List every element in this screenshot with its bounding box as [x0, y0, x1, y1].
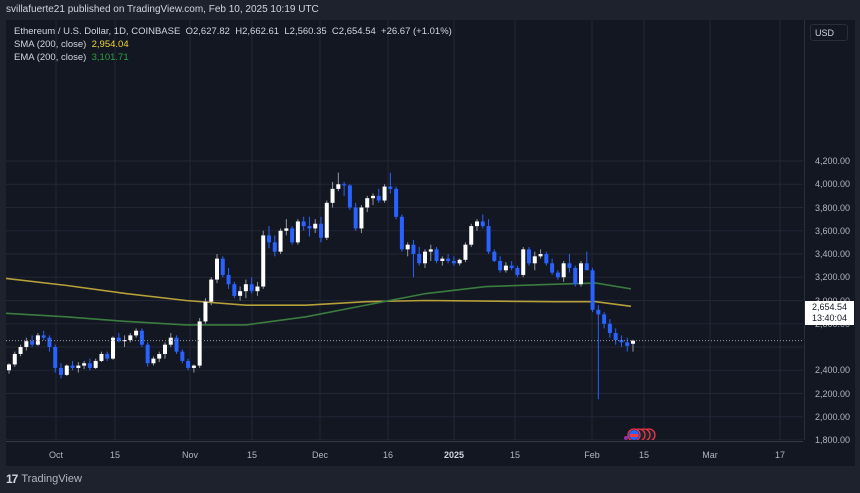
price-change: +26.67 (+1.01%)	[381, 26, 452, 37]
time-tick-label: 2025	[443, 450, 465, 460]
sma-label: SMA (200, close)	[14, 39, 87, 50]
time-tick-label: 15	[509, 450, 521, 460]
price-tick-label: 3,400.00	[814, 249, 850, 259]
ohlc-low: L2,560.35	[284, 26, 327, 37]
ohlc-high: H2,662.61	[235, 26, 280, 37]
time-tick-label: 16	[382, 450, 394, 460]
time-axis[interactable]: Oct 15 Nov 15 Dec 16 2025 15 Feb 15 Mar 17	[6, 441, 803, 467]
price-tick-label: 3,200.00	[814, 272, 850, 283]
chart-plot-area[interactable]: Ethereum / U.S. Dollar, 1D, COINBASE O2,…	[6, 20, 803, 440]
time-tick-label: 15	[109, 450, 121, 460]
price-tick-label: 3,800.00	[814, 202, 850, 213]
candlestick-chart	[6, 20, 803, 440]
tradingview-logo-icon: 17	[6, 472, 18, 486]
last-price-label: 2,654.54 13:40:04	[805, 301, 854, 325]
publish-info: svillafuerte21 published on TradingView.…	[6, 4, 319, 15]
currency-button[interactable]: USD	[810, 24, 848, 41]
time-tick-label: Nov	[181, 450, 199, 460]
time-tick-label: Dec	[311, 450, 329, 460]
price-tick-label: 2,200.00	[814, 388, 850, 399]
ema-value: 3,101.71	[91, 52, 129, 63]
price-tick-label: 2,400.00	[814, 365, 850, 376]
price-tick-label: 3,600.00	[814, 225, 850, 236]
time-tick-label: Oct	[48, 450, 64, 460]
sma-legend-row[interactable]: SMA (200, close) 2,954.04	[14, 38, 452, 51]
symbol-row: Ethereum / U.S. Dollar, 1D, COINBASE O2,…	[14, 25, 452, 38]
time-tick-label: Feb	[584, 450, 600, 460]
symbol-name[interactable]: Ethereum / U.S. Dollar, 1D, COINBASE	[14, 26, 181, 37]
price-tick-label: 2,000.00	[814, 411, 850, 422]
time-tick-label: Mar	[702, 450, 718, 460]
ema-legend-row[interactable]: EMA (200, close) 3,101.71	[14, 51, 452, 64]
time-tick-label: 15	[638, 450, 650, 460]
brand-name: TradingView	[21, 473, 82, 485]
ohlc-open: O2,627.82	[185, 26, 230, 37]
time-tick-label: 15	[246, 450, 258, 460]
price-tick-label: 4,000.00	[814, 179, 850, 190]
bar-countdown: 13:40:04	[811, 313, 848, 323]
price-tick-label: 4,200.00	[814, 156, 850, 166]
chart-frame: Ethereum / U.S. Dollar, 1D, COINBASE O2,…	[6, 20, 855, 466]
price-tick-label: 1,800.00	[814, 435, 850, 445]
time-tick-label: 17	[774, 450, 786, 460]
footer: 17 TradingView	[6, 472, 82, 486]
price-tick-label: 3,000.00	[815, 296, 850, 306]
price-axis[interactable]: USD 4,200.00 4,000.00 3,800.00 3,600.00 3,40…	[804, 20, 856, 445]
ema-label: EMA (200, close)	[14, 52, 87, 63]
ohlc-close: C2,654.54	[331, 26, 376, 37]
last-price-value: 2,654.54	[811, 302, 848, 312]
sma-value: 2,954.04	[91, 39, 129, 50]
chart-legend: Ethereum / U.S. Dollar, 1D, COINBASE O2,…	[14, 25, 452, 64]
